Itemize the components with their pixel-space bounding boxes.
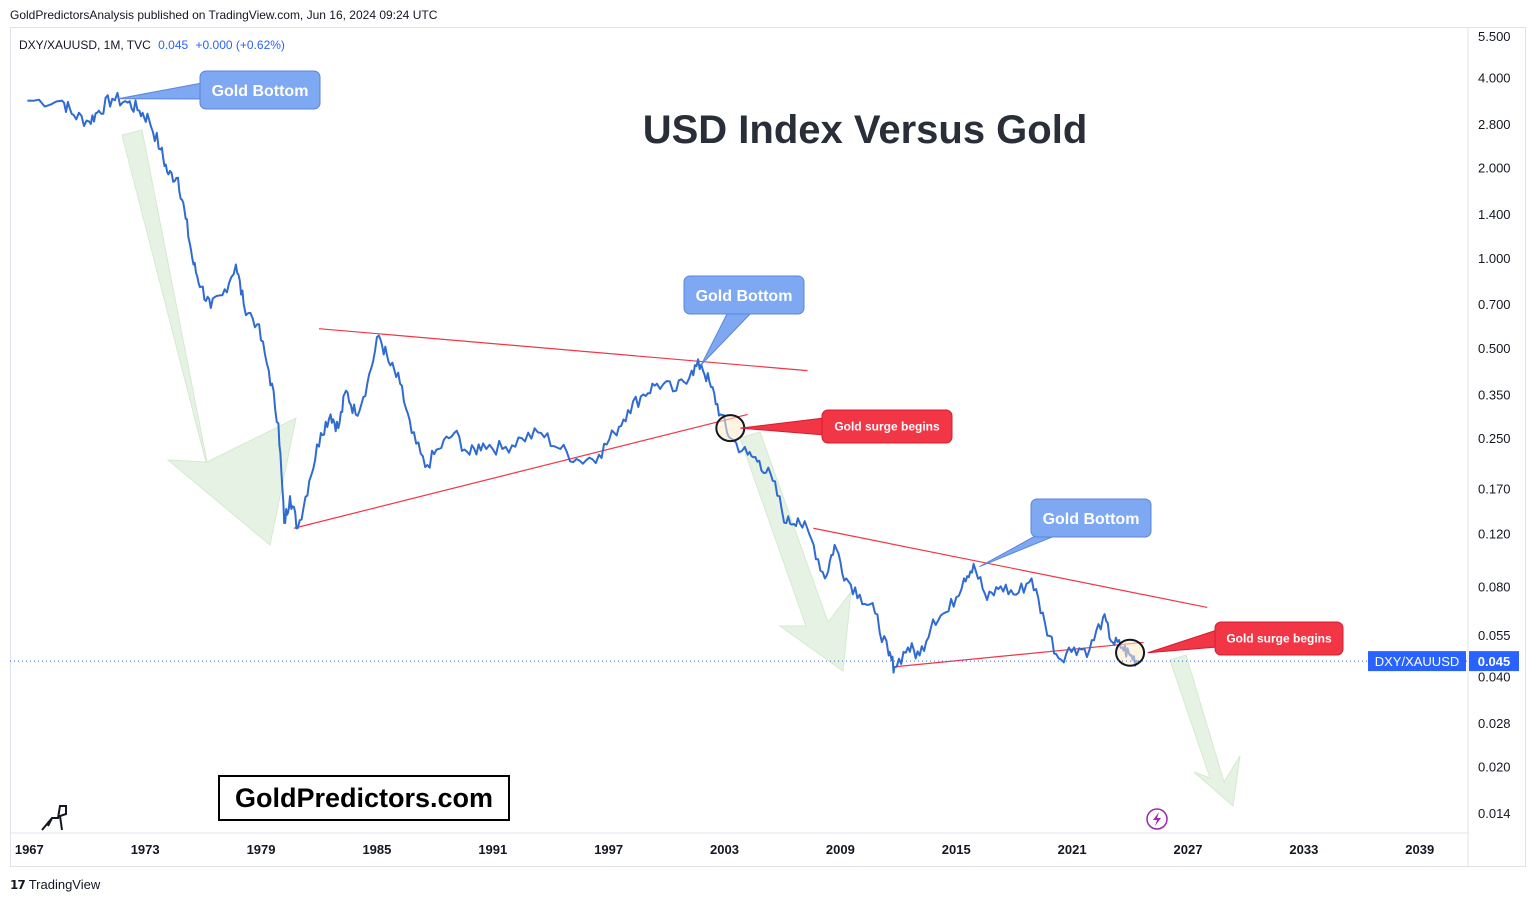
x-tick-label: 1997 bbox=[594, 842, 623, 857]
callout-label: Gold Bottom bbox=[1043, 511, 1140, 528]
y-tick-label: 0.020 bbox=[1478, 760, 1511, 775]
gold-bottom-callout[interactable]: Gold Bottom bbox=[979, 498, 1152, 568]
lightning-icon[interactable] bbox=[1146, 808, 1168, 830]
downtrend-arrow bbox=[739, 431, 852, 672]
downtrend-arrow bbox=[1169, 654, 1241, 807]
callout-label: Gold Bottom bbox=[696, 288, 793, 305]
chart-title: USD Index Versus Gold bbox=[643, 108, 1088, 152]
footer-brand-text: TradingView bbox=[28, 877, 101, 892]
footer-brand[interactable]: 𝟭𝟳 TradingView bbox=[10, 877, 100, 892]
price-value-tag-label: 0.045 bbox=[1478, 654, 1511, 669]
y-tick-label: 0.350 bbox=[1478, 387, 1511, 402]
trendline[interactable] bbox=[813, 527, 1208, 609]
gold-surge-callout[interactable]: Gold surge begins bbox=[740, 409, 953, 444]
trendline[interactable] bbox=[892, 641, 1144, 668]
downtrend-arrows bbox=[121, 129, 1241, 807]
y-tick-label: 0.080 bbox=[1478, 579, 1511, 594]
callout-box bbox=[683, 275, 805, 315]
callout-box bbox=[199, 70, 321, 110]
y-tick-label: 0.120 bbox=[1478, 527, 1511, 542]
callout-pointer bbox=[118, 82, 203, 100]
y-tick-label: 0.170 bbox=[1478, 481, 1511, 496]
callout-pointer bbox=[740, 417, 825, 436]
breakout-circle[interactable] bbox=[715, 414, 746, 443]
callout-label: Gold surge begins bbox=[1226, 632, 1332, 646]
x-tick-label: 1979 bbox=[247, 842, 276, 857]
x-tick-label: 1967 bbox=[15, 842, 44, 857]
x-tick-label: 1973 bbox=[131, 842, 160, 857]
gold-surge-callout[interactable]: Gold surge begins bbox=[1147, 621, 1344, 656]
callout-label: Gold surge begins bbox=[834, 420, 940, 434]
callout-pointer bbox=[700, 311, 754, 365]
symbol-change: +0.000 (+0.62%) bbox=[195, 38, 285, 52]
x-tick-label: 2003 bbox=[710, 842, 739, 857]
y-tick-label: 1.000 bbox=[1478, 251, 1511, 266]
price-value-tag[interactable]: 0.045 bbox=[1469, 651, 1519, 672]
gold-bottom-callout[interactable]: Gold Bottom bbox=[683, 275, 805, 365]
y-tick-label: 1.400 bbox=[1478, 207, 1511, 222]
gold-bottom-callout[interactable]: Gold Bottom bbox=[118, 70, 321, 110]
tradingview-logo-icon: 𝟭𝟳 bbox=[10, 877, 26, 892]
x-tick-label: 1985 bbox=[362, 842, 391, 857]
x-tick-label: 2009 bbox=[826, 842, 855, 857]
downtrend-arrow bbox=[121, 129, 297, 546]
chart-frame bbox=[10, 27, 1526, 867]
y-tick-label: 0.250 bbox=[1478, 431, 1511, 446]
dino-icon bbox=[41, 805, 67, 831]
series-name-tag[interactable]: DXY/XAUUSD bbox=[1368, 651, 1466, 672]
callout-pointer bbox=[979, 534, 1058, 568]
callout-box bbox=[1214, 621, 1344, 656]
x-tick-label: 2039 bbox=[1405, 842, 1434, 857]
x-tick-label: 2033 bbox=[1289, 842, 1318, 857]
y-tick-label: 0.700 bbox=[1478, 297, 1511, 312]
series-name-tag-label: DXY/XAUUSD bbox=[1375, 654, 1460, 669]
y-tick-label: 0.028 bbox=[1478, 716, 1511, 731]
trendline[interactable] bbox=[293, 413, 748, 529]
x-tick-label: 2027 bbox=[1174, 842, 1203, 857]
watermark-box: GoldPredictors.com bbox=[218, 775, 510, 821]
trendline[interactable] bbox=[318, 328, 808, 372]
symbol-last: 0.045 bbox=[158, 38, 189, 52]
y-tick-label: 0.040 bbox=[1478, 669, 1511, 684]
callout-box bbox=[821, 409, 953, 444]
callout-label: Gold Bottom bbox=[212, 83, 309, 100]
y-tick-label: 0.014 bbox=[1478, 806, 1511, 821]
x-tick-label: 1991 bbox=[478, 842, 507, 857]
y-tick-label: 0.500 bbox=[1478, 341, 1511, 356]
callout-box bbox=[1030, 498, 1152, 538]
callout-pointer bbox=[1147, 629, 1218, 654]
price-series-line[interactable] bbox=[27, 91, 1138, 674]
price-value-tag-bg bbox=[1469, 651, 1519, 672]
x-tick-label: 2015 bbox=[942, 842, 971, 857]
y-tick-label: 2.000 bbox=[1478, 161, 1511, 176]
watermark-text: GoldPredictors.com bbox=[235, 783, 493, 813]
publisher-note: GoldPredictorsAnalysis published on Trad… bbox=[10, 8, 438, 22]
symbol-name: DXY/XAUUSD, 1M, TVC bbox=[19, 38, 151, 52]
y-tick-label: 0.055 bbox=[1478, 628, 1511, 643]
x-tick-label: 2021 bbox=[1058, 842, 1087, 857]
breakout-circle[interactable] bbox=[1115, 638, 1146, 667]
y-tick-label: 4.000 bbox=[1478, 71, 1511, 86]
y-tick-label: 5.500 bbox=[1478, 29, 1511, 44]
symbol-info[interactable]: DXY/XAUUSD, 1M, TVC 0.045 +0.000 (+0.62%… bbox=[19, 38, 285, 52]
y-tick-label: 2.800 bbox=[1478, 117, 1511, 132]
series-name-tag-bg bbox=[1368, 651, 1466, 672]
